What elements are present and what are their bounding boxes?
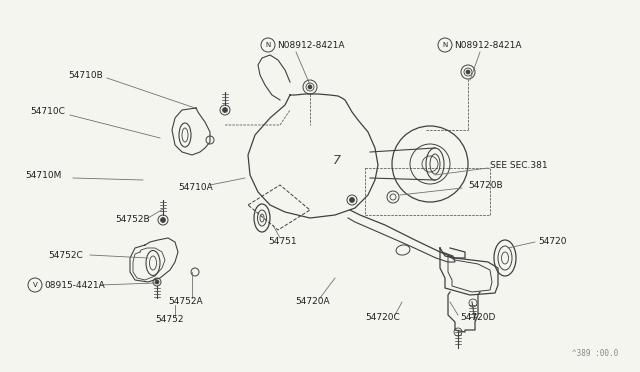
- Text: 54752A: 54752A: [168, 298, 203, 307]
- Text: 54751: 54751: [268, 237, 296, 247]
- Circle shape: [161, 218, 166, 222]
- Text: 54720A: 54720A: [295, 298, 330, 307]
- Text: 54720C: 54720C: [365, 314, 400, 323]
- Circle shape: [349, 198, 355, 202]
- Circle shape: [466, 70, 470, 74]
- Text: 54720D: 54720D: [460, 314, 495, 323]
- Text: 7: 7: [333, 154, 341, 167]
- Circle shape: [308, 85, 312, 89]
- Text: 54720B: 54720B: [468, 180, 502, 189]
- Text: N: N: [442, 42, 447, 48]
- Text: 08915-4421A: 08915-4421A: [44, 280, 105, 289]
- Text: SEE SEC.381: SEE SEC.381: [490, 160, 548, 170]
- Text: 54720: 54720: [538, 237, 566, 247]
- Text: ^389 :00.0: ^389 :00.0: [572, 349, 618, 358]
- Text: 54710A: 54710A: [178, 183, 212, 192]
- Circle shape: [223, 108, 227, 112]
- Text: V: V: [33, 282, 37, 288]
- Text: 54710M: 54710M: [25, 170, 61, 180]
- Text: 54710B: 54710B: [68, 71, 103, 80]
- Circle shape: [155, 280, 159, 284]
- Text: 54710C: 54710C: [30, 108, 65, 116]
- Text: 54752B: 54752B: [115, 215, 150, 224]
- Text: N08912-8421A: N08912-8421A: [277, 41, 344, 49]
- Text: N: N: [266, 42, 271, 48]
- Text: 54752C: 54752C: [48, 250, 83, 260]
- Text: 54752: 54752: [155, 315, 184, 324]
- Text: N08912-8421A: N08912-8421A: [454, 41, 522, 49]
